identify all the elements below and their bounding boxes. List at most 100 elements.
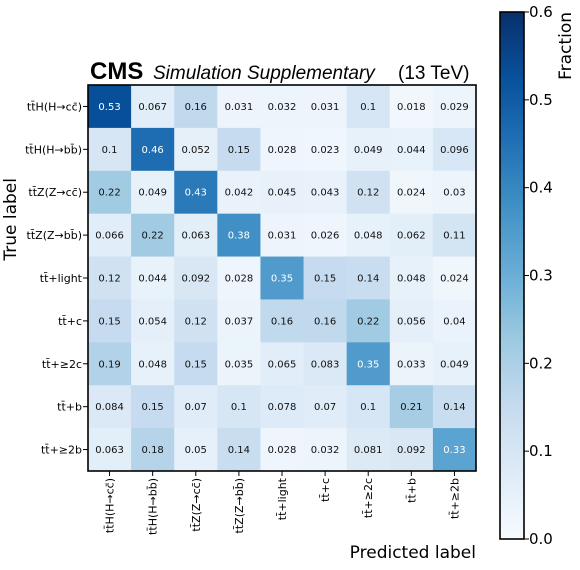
cell-value-label: 0.037 xyxy=(225,316,254,327)
heatmap-cell xyxy=(303,385,348,429)
cell-value-label: 0.16 xyxy=(185,102,207,113)
cell-value-label: 0.43 xyxy=(185,188,207,199)
heatmap-cell xyxy=(389,256,434,300)
heatmap-cell xyxy=(260,385,305,429)
heatmap-cell xyxy=(217,342,261,386)
heatmap-cell xyxy=(217,299,261,343)
heatmap-cell xyxy=(389,170,434,215)
heatmap-cell xyxy=(88,256,132,300)
cell-value-label: 0.083 xyxy=(311,359,340,370)
cell-value-label: 0.031 xyxy=(225,102,254,113)
y-tick-label: tt̄+≥2c xyxy=(42,358,82,371)
heatmap-cell xyxy=(303,299,348,343)
y-tick-label: tt̄Z(Z→bb̄) xyxy=(27,229,82,242)
cell-value-label: 0.33 xyxy=(443,445,465,456)
cell-value-label: 0.031 xyxy=(311,102,340,113)
cell-value-label: 0.1 xyxy=(360,102,376,113)
cell-value-label: 0.024 xyxy=(397,188,426,199)
cell-value-label: 0.049 xyxy=(138,188,167,199)
colorbar-tick-label: 0.5 xyxy=(529,91,553,109)
x-tick-labels: tt̄H(H→cc̄) tt̄H(H→bb̄) tt̄Z(Z→cc̄) tt̄Z(Z→… xyxy=(104,471,461,535)
heatmap-cell xyxy=(389,85,434,129)
x-tick-label: tt̄Z(Z→bb̄) xyxy=(233,478,246,533)
heatmap-cell xyxy=(260,428,305,472)
heatmap-cell xyxy=(389,299,434,343)
heatmap-cell xyxy=(174,213,218,258)
heatmap-cell xyxy=(174,85,218,129)
cell-value-label: 0.096 xyxy=(440,145,469,156)
y-tick-label: tt̄H(H→bb̄) xyxy=(25,143,82,156)
colorbar-tick-label: 0.4 xyxy=(529,179,553,197)
cell-value-label: 0.066 xyxy=(95,231,124,242)
heatmap-cell xyxy=(432,213,477,258)
heatmap-cell xyxy=(260,127,305,172)
cell-value-label: 0.15 xyxy=(314,274,336,285)
x-tick-label: tt̄+b xyxy=(405,478,418,503)
heatmap-cell xyxy=(346,170,391,215)
cell-value-label: 0.032 xyxy=(311,445,340,456)
heatmap-cell xyxy=(432,385,477,429)
cell-value-label: 0.065 xyxy=(268,359,297,370)
cell-value-label: 0.029 xyxy=(440,102,469,113)
heatmap-cell xyxy=(303,170,348,215)
y-tick-labels: tt̄H(H→cc̄) tt̄H(H→bb̄) tt̄Z(Z→cc̄) tt̄Z(Z→… xyxy=(25,100,88,457)
y-tick-label: tt̄Z(Z→cc̄) xyxy=(28,186,82,199)
heatmap-cell xyxy=(88,385,132,429)
cell-value-label: 0.026 xyxy=(311,231,340,242)
cell-value-label: 0.12 xyxy=(357,188,379,199)
cell-value-label: 0.032 xyxy=(268,102,297,113)
colorbar-tick-label: 0.2 xyxy=(529,354,553,372)
cell-value-label: 0.081 xyxy=(354,445,383,456)
heatmap-cell xyxy=(303,428,348,472)
heatmap-cell xyxy=(131,428,175,472)
heatmap-cell xyxy=(131,127,175,172)
heatmap-cell xyxy=(217,256,261,300)
cell-value-label: 0.18 xyxy=(142,445,164,456)
heatmap-cell xyxy=(174,342,218,386)
cell-value-label: 0.22 xyxy=(142,231,164,242)
x-tick-label: tt̄+c xyxy=(319,478,332,502)
cms-label: CMS xyxy=(90,58,143,85)
heatmap-cell xyxy=(389,342,434,386)
y-tick-label: tt̄+c xyxy=(58,315,82,328)
heatmap-cell xyxy=(88,127,132,172)
cell-value-label: 0.15 xyxy=(142,402,164,413)
heatmap-cell xyxy=(88,342,132,386)
y-tick-label: tt̄+b xyxy=(57,401,82,414)
heatmap-cell xyxy=(303,127,348,172)
cell-value-label: 0.14 xyxy=(443,402,465,413)
cell-value-label: 0.048 xyxy=(354,231,383,242)
heatmap-cell xyxy=(174,127,218,172)
y-tick-label: tt̄+≥2b xyxy=(41,444,82,457)
heatmap-cell xyxy=(346,342,391,386)
cell-value-label: 0.031 xyxy=(268,231,297,242)
x-tick-label: tt̄H(H→bb̄) xyxy=(147,478,160,535)
heatmap-cell xyxy=(131,299,175,343)
heatmap-cell xyxy=(303,213,348,258)
heatmap-cell xyxy=(389,213,434,258)
y-tick-label: tt̄+light xyxy=(40,272,83,285)
simulation-label: Simulation Supplementary xyxy=(153,63,376,84)
heatmap-cell xyxy=(432,299,477,343)
cell-value-label: 0.46 xyxy=(142,145,164,156)
cell-value-label: 0.042 xyxy=(225,188,254,199)
heatmap-cell xyxy=(260,299,305,343)
heatmap-cell xyxy=(303,85,348,129)
heatmap-cell xyxy=(432,428,477,472)
cell-value-label: 0.054 xyxy=(138,316,167,327)
cell-value-label: 0.11 xyxy=(443,231,465,242)
colorbar xyxy=(499,11,525,540)
cell-value-label: 0.35 xyxy=(271,274,293,285)
heatmap-cell xyxy=(174,299,218,343)
heatmap-cell xyxy=(88,428,132,472)
cell-value-label: 0.15 xyxy=(185,359,207,370)
energy-label: (13 TeV) xyxy=(398,63,469,84)
heatmap-cell xyxy=(432,127,477,172)
cell-value-label: 0.1 xyxy=(231,402,247,413)
heatmap-cell xyxy=(260,342,305,386)
cell-value-label: 0.043 xyxy=(311,188,340,199)
heatmap-cell xyxy=(131,213,175,258)
cell-value-label: 0.16 xyxy=(271,316,293,327)
cell-value-label: 0.1 xyxy=(102,145,118,156)
cell-value-label: 0.38 xyxy=(228,231,250,242)
